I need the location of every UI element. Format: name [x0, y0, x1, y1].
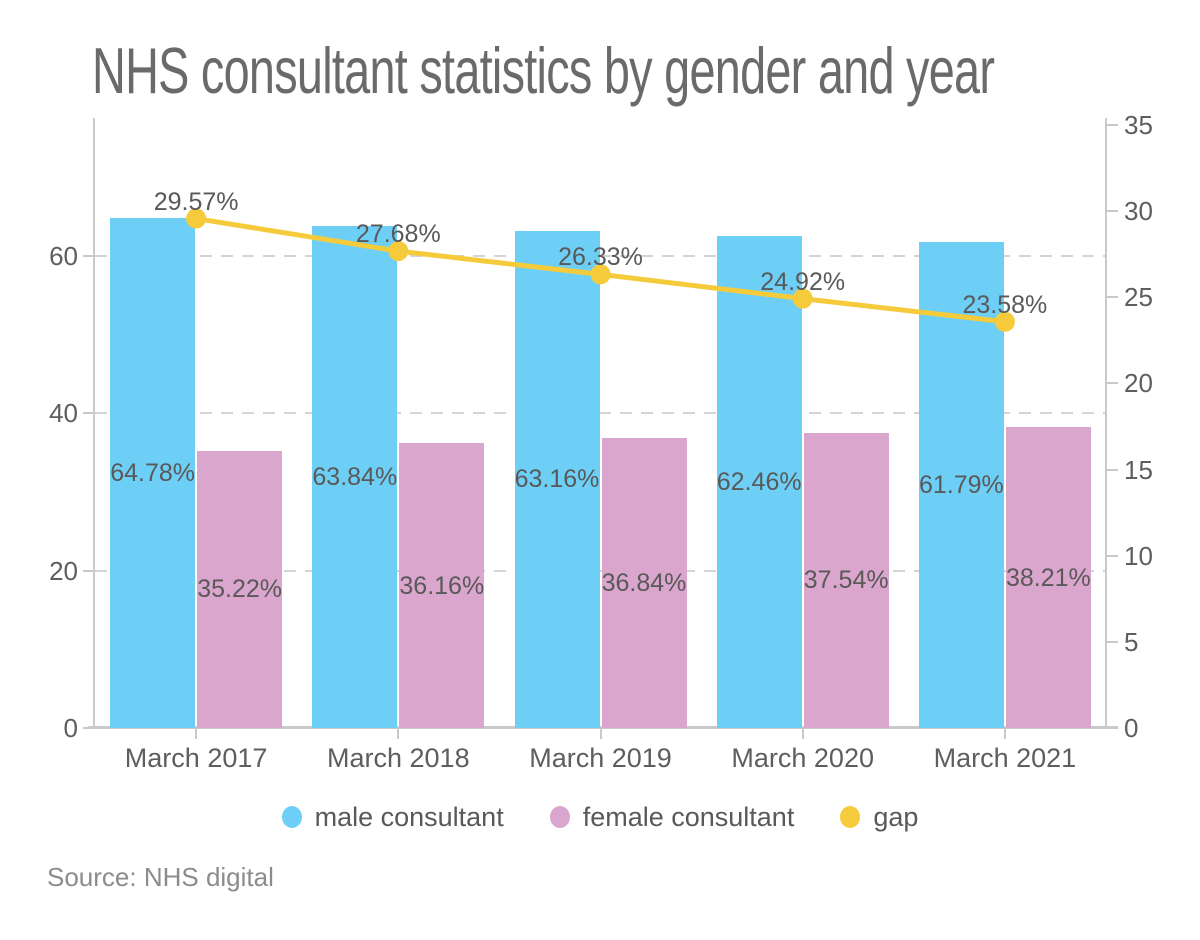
left-axis-tick: [83, 412, 95, 415]
legend: male consultant female consultant gap: [0, 802, 1200, 832]
gap-value-label: 27.68%: [355, 220, 441, 249]
legend-item-gap[interactable]: gap: [840, 802, 918, 832]
left-axis-tick: [83, 569, 95, 572]
bar-value-label: 36.84%: [601, 569, 687, 598]
right-axis-tick: [1106, 124, 1118, 126]
left-axis-tick: [83, 727, 95, 729]
legend-item-male-consultant[interactable]: male consultant: [281, 802, 504, 832]
x-axis-tick: [397, 728, 400, 739]
x-axis-tick: [599, 728, 602, 739]
bar-value-label: 36.16%: [399, 571, 485, 600]
bar-value-label: 62.46%: [716, 468, 802, 497]
right-axis-tick-label: 15: [1124, 454, 1153, 485]
legend-marker-icon: [840, 806, 861, 828]
bar-value-label: 61.79%: [918, 470, 1004, 499]
x-axis-tick: [1003, 728, 1006, 739]
x-axis-label: March 2017: [124, 743, 268, 773]
right-axis-tick: [1106, 727, 1118, 729]
gap-value-label: 26.33%: [558, 243, 643, 272]
chart-title: NHS consultant statistics by gender and …: [92, 34, 995, 107]
legend-item-label: male consultant: [314, 802, 504, 832]
left-axis-tick-label: 0: [63, 713, 78, 743]
bar-value-label: 37.54%: [803, 566, 889, 595]
male-consultant-bar: [110, 218, 196, 728]
left-axis-tick: [83, 254, 95, 257]
left-axis-tick-label: 60: [49, 240, 78, 271]
right-axis-tick: [1106, 554, 1118, 557]
x-axis-label: March 2021: [933, 743, 1077, 773]
right-axis-tick: [1106, 296, 1118, 299]
right-axis-tick: [1106, 640, 1118, 643]
left-axis-tick-label: 20: [49, 555, 78, 586]
source-note: Source: NHS digital: [47, 862, 274, 892]
right-axis-tick-label: 30: [1124, 196, 1153, 227]
legend-marker-icon: [549, 806, 570, 828]
bar-value-label: 63.16%: [514, 465, 600, 494]
right-axis-line: [1105, 118, 1107, 728]
legend-item-label: gap: [873, 802, 919, 832]
gap-value-label: 29.57%: [153, 187, 239, 216]
bar-value-label: 64.78%: [110, 459, 195, 488]
gap-value-label: 23.58%: [962, 290, 1048, 319]
legend-item-label: female consultant: [582, 802, 795, 832]
x-axis-label: March 2019: [529, 743, 672, 773]
female-consultant-bar: [1005, 427, 1091, 728]
bar-value-label: 35.22%: [197, 575, 282, 604]
x-axis-tick: [801, 728, 804, 739]
right-axis-tick-label: 10: [1124, 540, 1153, 571]
x-axis-label: March 2020: [731, 743, 874, 773]
legend-marker-icon: [281, 806, 302, 828]
gridline: [95, 412, 1106, 415]
left-axis-tick-label: 40: [49, 398, 78, 429]
gap-value-label: 24.92%: [760, 267, 846, 296]
female-consultant-bar: [803, 432, 889, 728]
bar-value-label: 63.84%: [312, 462, 398, 491]
right-axis-tick-label: 0: [1124, 713, 1139, 743]
female-consultant-bar: [601, 438, 687, 728]
x-axis-label: March 2018: [327, 743, 470, 773]
gridline: [95, 569, 1106, 572]
female-consultant-bar: [399, 443, 485, 728]
right-axis-tick-label: 5: [1124, 626, 1139, 657]
right-axis-tick: [1106, 468, 1118, 471]
right-axis-tick-label: 35: [1124, 110, 1153, 140]
female-consultant-bar: [197, 450, 283, 728]
x-axis-tick: [195, 728, 198, 739]
right-axis-tick-label: 25: [1124, 282, 1153, 313]
right-axis-tick: [1106, 210, 1118, 213]
right-axis-tick-label: 20: [1124, 368, 1153, 399]
right-axis-tick: [1106, 382, 1118, 385]
legend-item-female-consultant[interactable]: female consultant: [549, 802, 795, 832]
left-axis-line: [93, 118, 95, 728]
bar-value-label: 38.21%: [1005, 563, 1091, 592]
